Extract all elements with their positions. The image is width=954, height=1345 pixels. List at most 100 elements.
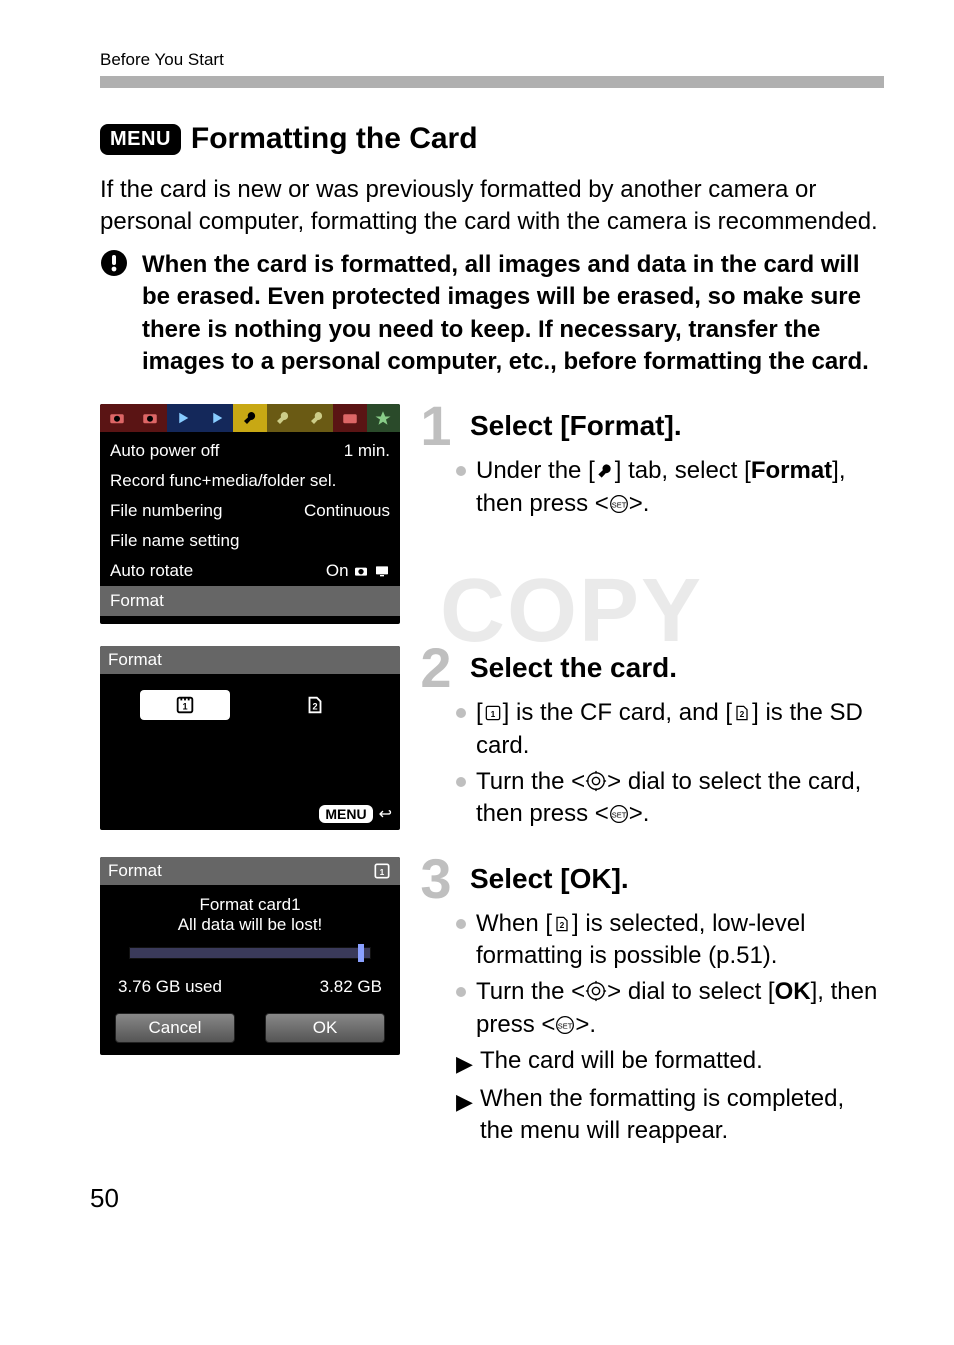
text-fragment: When the formatting is completed, the me…: [480, 1083, 884, 1148]
section-title: Formatting the Card: [191, 122, 478, 156]
tab-wrench-icon: [300, 404, 333, 432]
used-label: 3.76 GB used: [118, 977, 222, 997]
progress-marker: [358, 944, 364, 962]
warning-icon: [100, 249, 128, 379]
rotate-camera-icon: [353, 563, 369, 579]
text-fragment: ] is the CF card, and [: [503, 699, 732, 726]
text-bold: OK: [775, 978, 811, 1005]
warning-text: When the card is formatted, all images a…: [142, 249, 884, 379]
quick-dial-icon: [585, 770, 607, 792]
menu-pill: MENU: [100, 124, 181, 155]
set-button-icon: SET: [609, 804, 629, 824]
menu-item-format: Format: [100, 586, 400, 616]
lcd3-line1: Format card1: [108, 895, 392, 915]
lcd1-menu: Auto power off 1 min. Record func+media/…: [100, 432, 400, 624]
text-fragment: [: [476, 699, 483, 726]
svg-text:2: 2: [740, 709, 745, 719]
back-glyph: ↩: [379, 804, 392, 824]
set-button-icon: SET: [555, 1015, 575, 1035]
menu-label: Record func+media/folder sel.: [110, 471, 390, 491]
total-label: 3.82 GB: [320, 977, 382, 997]
set-button-icon: SET: [609, 494, 629, 514]
card-2-button: 2: [270, 690, 360, 720]
result-arrow-icon: ▶: [456, 1087, 470, 1117]
monitor-icon: [374, 563, 390, 579]
text-fragment: >.: [629, 490, 650, 517]
tab-play-icon: [167, 404, 200, 432]
wrench-icon: [595, 461, 615, 481]
sd-card-icon: 2: [552, 914, 572, 934]
menu-item-auto-rotate: Auto rotate On: [100, 556, 400, 586]
svg-text:1: 1: [380, 867, 385, 877]
menu-label: Format: [110, 591, 390, 611]
tab-wrench-icon: [267, 404, 300, 432]
intro-text: If the card is new or was previously for…: [100, 174, 884, 239]
text-fragment: The card will be formatted.: [480, 1045, 884, 1077]
bullet-dot-icon: [456, 466, 466, 476]
tab-camera-icon: [100, 404, 133, 432]
text-fragment: >.: [575, 1011, 596, 1038]
svg-text:SET: SET: [611, 811, 626, 820]
menu-value-text: On: [326, 561, 349, 580]
step-3-bullet-1: When [2] is selected, low-level formatti…: [456, 908, 884, 973]
head-rule: [100, 76, 884, 88]
text-fragment: Under the [: [476, 457, 595, 484]
cf-card-icon: 1: [174, 694, 196, 716]
page-number: 50: [90, 1183, 119, 1214]
bullet-dot-icon: [456, 987, 466, 997]
menu-label: File name setting: [110, 531, 390, 551]
step-3-arrow-2: ▶ When the formatting is completed, the …: [456, 1083, 884, 1148]
ok-button: OK: [265, 1013, 385, 1043]
svg-text:2: 2: [312, 702, 317, 712]
section-title-row: MENU Formatting the Card: [100, 122, 884, 156]
menu-item-file-name: File name setting: [100, 526, 400, 556]
text-fragment: >.: [629, 800, 650, 827]
bullet-dot-icon: [456, 777, 466, 787]
cf-card-icon: 1: [372, 861, 392, 881]
step-number-1: 1: [414, 404, 464, 449]
step-2-title: Select the card.: [470, 646, 677, 684]
text-fragment: Turn the <: [476, 978, 585, 1005]
step-2-bullet-2: Turn the <> dial to select the card, the…: [456, 766, 884, 831]
tab-camera-icon: [133, 404, 166, 432]
cf-card-icon: 1: [483, 703, 503, 723]
text-bold: Format: [751, 457, 832, 484]
text-fragment: When [: [476, 910, 552, 937]
lcd3-line2: All data will be lost!: [108, 915, 392, 935]
menu-item-file-numbering: File numbering Continuous: [100, 496, 400, 526]
step-number-2: 2: [414, 646, 464, 691]
tab-play-icon: [200, 404, 233, 432]
sd-card-icon: 2: [304, 694, 326, 716]
text-fragment: > dial to select [: [607, 978, 774, 1005]
text-fragment: Turn the <: [476, 768, 585, 795]
screenshot-2: Format 1 2 MENU ↩: [100, 646, 400, 830]
step-1-bullet-1: Under the [] tab, select [Format], then …: [456, 455, 884, 520]
menu-chip: MENU: [319, 805, 372, 823]
step-1: Auto power off 1 min. Record func+media/…: [100, 404, 884, 624]
step-2: Format 1 2 MENU ↩ 2 Select: [100, 646, 884, 834]
lcd2-title: Format: [100, 646, 400, 674]
menu-value: Continuous: [304, 501, 390, 521]
svg-text:SET: SET: [611, 500, 626, 509]
step-1-title: Select [Format].: [470, 404, 682, 442]
lcd3-buttons: Cancel OK: [100, 1007, 400, 1055]
svg-text:SET: SET: [558, 1021, 573, 1030]
bullet-dot-icon: [456, 919, 466, 929]
menu-label: File numbering: [110, 501, 304, 521]
screenshot-3: Format 1 Format card1 All data will be l…: [100, 857, 400, 1055]
quick-dial-icon: [585, 980, 607, 1002]
lcd3-body: Format card1 All data will be lost!: [100, 885, 400, 977]
tab-custom-icon: [333, 404, 366, 432]
svg-text:1: 1: [490, 709, 495, 719]
menu-value: 1 min.: [344, 441, 390, 461]
step-3-bullet-2: Turn the <> dial to select [OK], then pr…: [456, 976, 884, 1041]
menu-item-auto-power-off: Auto power off 1 min.: [100, 436, 400, 466]
card-1-button: 1: [140, 690, 230, 720]
cancel-button: Cancel: [115, 1013, 235, 1043]
step-number-3: 3: [414, 857, 464, 902]
result-arrow-icon: ▶: [456, 1049, 470, 1079]
step-3-arrow-1: ▶ The card will be formatted.: [456, 1045, 884, 1079]
sd-card-icon: 2: [732, 703, 752, 723]
screenshot-1: Auto power off 1 min. Record func+media/…: [100, 404, 400, 624]
lcd2-footer: MENU ↩: [100, 800, 400, 830]
